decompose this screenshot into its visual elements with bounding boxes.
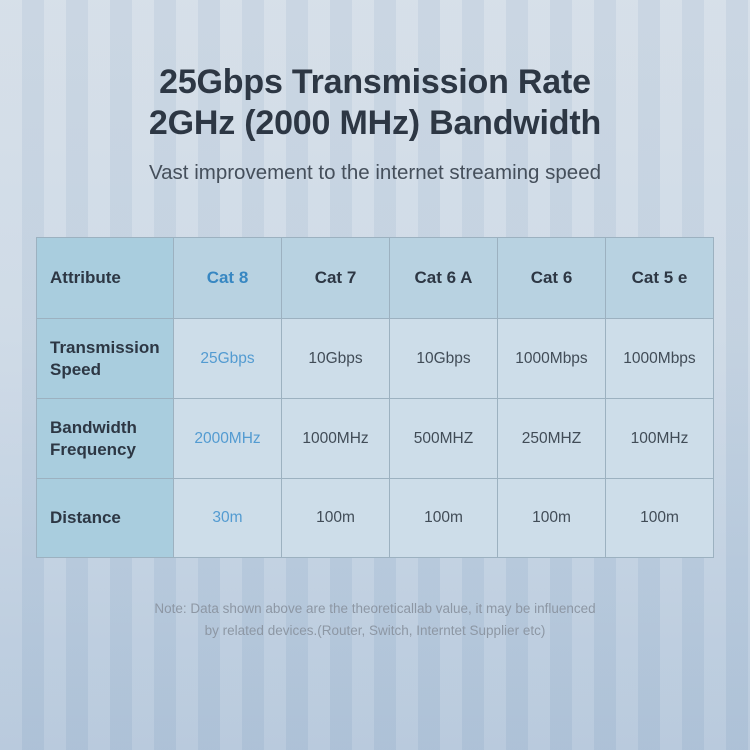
cell-bandwidth-cat6: 250MHZ (498, 399, 605, 478)
cell-bandwidth-cat6a: 500MHZ (390, 399, 497, 478)
title-line-2: 2GHz (2000 MHz) Bandwidth (148, 104, 602, 142)
title-line-1: 25Gbps Transmission Rate (159, 63, 591, 101)
footnote-line-2: by related devices.(Router, Switch, Inte… (204, 623, 546, 638)
cell-distance-cat8: 30m (174, 479, 281, 557)
cell-speed-cat5e: 1000Mbps (606, 319, 713, 398)
cell-speed-cat6: 1000Mbps (498, 319, 605, 398)
col-header-cat6: Cat 6 (498, 238, 605, 318)
row-label-distance: Distance (37, 479, 173, 557)
cell-distance-cat6: 100m (498, 479, 605, 557)
cell-bandwidth-cat8: 2000MHz (174, 399, 281, 478)
col-header-cat8: Cat 8 (174, 238, 281, 318)
cell-distance-cat6a: 100m (390, 479, 497, 557)
page-subtitle: Vast improvement to the internet streami… (149, 161, 601, 184)
col-header-cat6a: Cat 6 A (390, 238, 497, 318)
col-header-cat7: Cat 7 (282, 238, 389, 318)
footnote: Note: Data shown above are the theoretic… (0, 598, 750, 642)
cell-speed-cat6a: 10Gbps (390, 319, 497, 398)
cell-bandwidth-cat5e: 100MHz (606, 399, 713, 478)
comparison-table: Attribute Cat 8 Cat 7 Cat 6 A Cat 6 Cat … (36, 237, 714, 558)
page-title: 25Gbps Transmission Rate 2GHz (2000 MHz)… (0, 0, 750, 144)
col-header-attribute: Attribute (37, 238, 173, 318)
cell-distance-cat5e: 100m (606, 479, 713, 557)
row-label-transmission-speed: Transmission Speed (37, 319, 173, 398)
cell-speed-cat8: 25Gbps (174, 319, 281, 398)
footnote-line-1: Note: Data shown above are the theoretic… (154, 601, 596, 616)
col-header-cat5e: Cat 5 e (606, 238, 713, 318)
cell-distance-cat7: 100m (282, 479, 389, 557)
cell-speed-cat7: 10Gbps (282, 319, 389, 398)
row-label-bandwidth-frequency: Bandwidth Frequency (37, 399, 173, 478)
cell-bandwidth-cat7: 1000MHz (282, 399, 389, 478)
